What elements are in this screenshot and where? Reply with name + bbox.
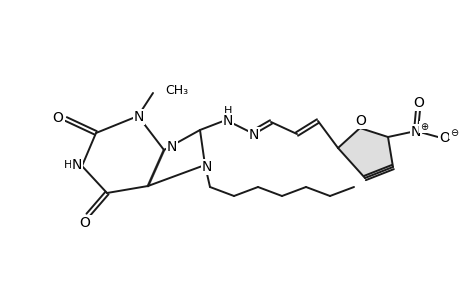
Text: N: N: [202, 160, 212, 174]
Text: N: N: [134, 110, 144, 124]
Text: CH₃: CH₃: [165, 83, 188, 97]
Text: N: N: [167, 140, 177, 154]
Text: N: N: [72, 158, 82, 172]
Text: N: N: [410, 125, 420, 139]
Text: H: H: [64, 160, 72, 170]
Text: ⊖: ⊖: [449, 128, 457, 138]
Text: O: O: [79, 216, 90, 230]
Text: O: O: [439, 131, 449, 145]
Text: H: H: [224, 106, 232, 116]
Polygon shape: [337, 128, 392, 178]
Text: ⊕: ⊕: [419, 122, 427, 132]
Text: N: N: [248, 128, 258, 142]
Text: N: N: [222, 114, 233, 128]
Text: O: O: [355, 114, 366, 128]
Text: O: O: [413, 96, 424, 110]
Text: O: O: [52, 111, 63, 125]
